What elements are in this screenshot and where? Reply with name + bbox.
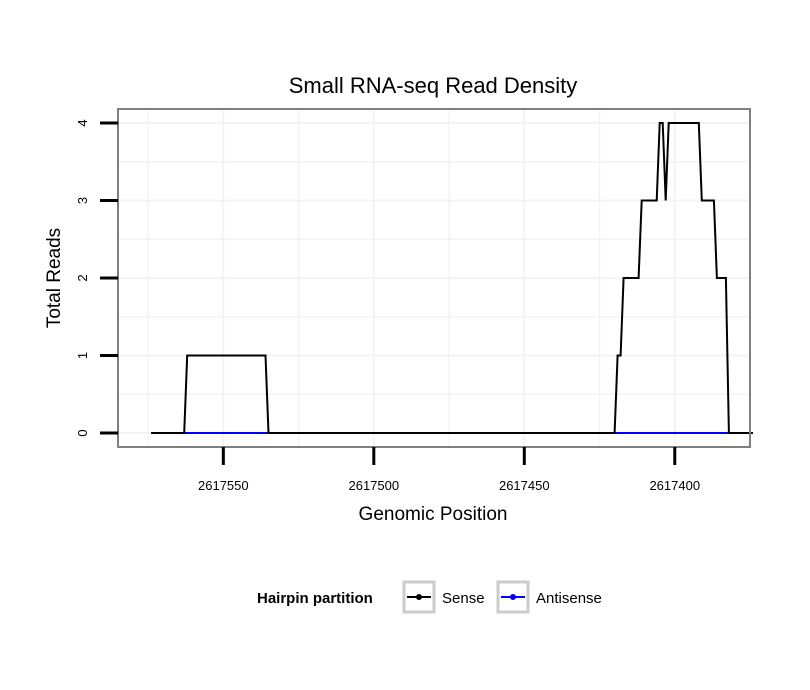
legend-item-sense: Sense [402,580,485,614]
legend-title: Hairpin partition [257,590,373,607]
series-layer [151,122,753,434]
legend-label-sense: Sense [442,590,485,607]
series-line-sense [151,122,753,434]
legend: Hairpin partition Sense Antisense [257,580,602,614]
y-tick-label: 4 [75,119,90,126]
legend-key-point-antisense [510,594,516,600]
x-tick-label: 2617450 [499,478,550,493]
legend-label-antisense: Antisense [536,590,602,607]
legend-key-point-sense [416,594,422,600]
y-tick-label: 2 [75,274,90,281]
x-axis-title: Genomic Position [359,504,508,525]
y-tick-label: 1 [75,352,90,359]
x-tick-label: 2617500 [348,478,399,493]
y-axis-title: Total Reads [44,228,65,328]
x-tick-label: 2617400 [649,478,700,493]
chart-title: Small RNA-seq Read Density [289,73,578,98]
y-tick-label: 0 [75,429,90,436]
grid [118,109,750,447]
axes: 2617550 2617500 2617450 2617400 0 1 2 3 4 [75,119,700,493]
x-tick-label: 2617550 [198,478,249,493]
y-tick-label: 3 [75,197,90,204]
legend-item-antisense: Antisense [496,580,602,614]
